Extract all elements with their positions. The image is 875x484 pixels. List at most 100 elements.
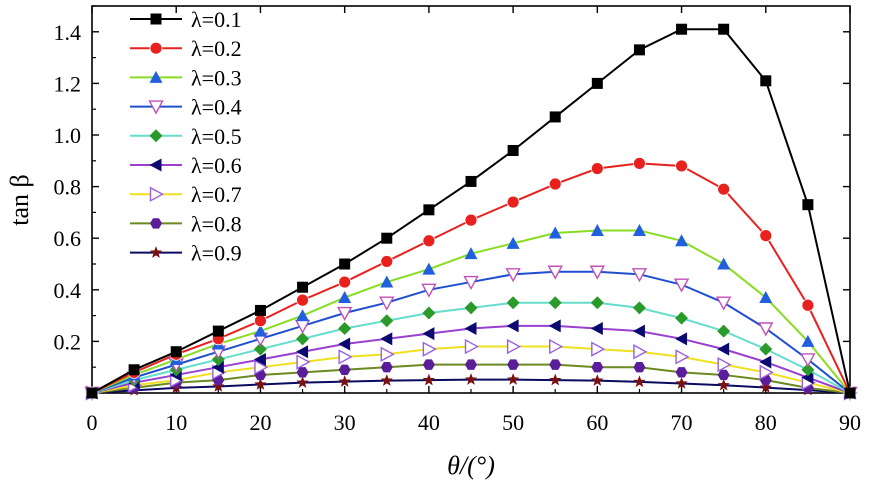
data-point [254, 377, 267, 390]
data-point [464, 373, 478, 385]
data-point [717, 182, 731, 196]
legend-label: λ=0.4 [191, 95, 242, 120]
legend-entry: λ=0.8 [130, 211, 242, 236]
data-point [802, 199, 814, 211]
data-point [759, 364, 774, 381]
data-point [717, 356, 732, 373]
data-point [338, 349, 353, 365]
data-point [633, 375, 646, 388]
legend-label: λ=0.3 [191, 65, 242, 90]
data-point [336, 306, 353, 321]
data-point [591, 77, 603, 89]
data-point [338, 364, 351, 375]
data-point [338, 322, 352, 335]
legend-entry: λ=0.2 [130, 36, 242, 61]
data-point [296, 376, 309, 388]
data-point [675, 349, 690, 365]
x-tick-label: 50 [502, 410, 524, 435]
x-tick-label: 30 [334, 410, 356, 435]
data-point [506, 195, 520, 209]
legend-marker [149, 186, 164, 202]
data-point [549, 359, 562, 370]
data-point [759, 355, 772, 369]
series-layer [84, 23, 858, 401]
data-point [464, 338, 479, 355]
data-point [548, 177, 562, 191]
x-tick-label: 70 [671, 410, 693, 435]
data-point [675, 332, 688, 346]
legend-label: λ=0.5 [191, 124, 242, 149]
data-point [590, 162, 604, 175]
data-point [380, 346, 395, 362]
legend-marker [150, 13, 162, 25]
data-point [590, 322, 603, 335]
legend-marker [148, 100, 164, 115]
data-point [717, 378, 730, 391]
data-point [505, 268, 521, 283]
data-point [675, 234, 689, 247]
legend-label: λ=0.7 [191, 182, 242, 207]
data-point [759, 381, 772, 393]
data-point [296, 354, 311, 370]
data-point [506, 319, 519, 333]
data-point [463, 275, 479, 291]
data-point [253, 352, 266, 366]
data-point [380, 255, 394, 268]
y-tick-label: 1.0 [54, 123, 82, 148]
data-point [715, 296, 732, 311]
data-point [253, 324, 267, 337]
data-point [422, 262, 436, 275]
data-point [297, 281, 309, 293]
data-point [590, 296, 604, 310]
data-point [632, 301, 646, 315]
data-point [633, 44, 645, 56]
data-point [211, 360, 224, 374]
data-point [632, 223, 646, 236]
data-point [801, 363, 815, 377]
data-point [421, 283, 437, 298]
legend-entry: λ=0.4 [130, 95, 242, 120]
data-point [633, 156, 646, 170]
data-point [675, 367, 688, 378]
data-point [380, 332, 393, 346]
data-point [254, 314, 267, 328]
legend-label: λ=0.6 [191, 153, 242, 178]
y-axis-ticks: 0.2 0.4 0.6 0.8 1.0 1.2 1.4 [54, 5, 850, 368]
data-point [591, 362, 604, 373]
data-point [128, 364, 140, 376]
x-axis-title: θ/(°) [447, 451, 495, 480]
data-point [212, 325, 224, 337]
legend-marker [149, 41, 163, 55]
legend-label: λ=0.8 [191, 211, 242, 236]
data-point [717, 257, 731, 270]
y-tick-label: 1.2 [54, 71, 82, 96]
data-point [212, 380, 225, 392]
data-point [800, 353, 816, 368]
legend-marker [149, 158, 162, 172]
y-tick-label: 0.6 [54, 226, 82, 251]
data-point [506, 236, 520, 249]
data-point [591, 374, 604, 386]
legend-marker [149, 129, 163, 143]
legend-marker [150, 218, 162, 229]
data-point [673, 278, 690, 293]
x-tick-label: 10 [165, 410, 187, 435]
data-point [548, 319, 561, 333]
y-tick-label: 1.4 [54, 20, 82, 45]
data-point [506, 296, 520, 310]
data-point [253, 342, 267, 356]
data-point [296, 293, 309, 307]
legend-marker [149, 246, 163, 258]
data-point [675, 311, 689, 325]
data-point [464, 301, 478, 315]
data-point [759, 229, 773, 243]
data-point [422, 341, 437, 357]
data-point [633, 362, 646, 373]
data-point [422, 373, 436, 386]
data-point [589, 265, 606, 280]
data-point [758, 322, 774, 337]
data-point [464, 322, 477, 335]
data-point [296, 367, 309, 378]
data-point [380, 362, 393, 373]
data-point [631, 268, 648, 283]
